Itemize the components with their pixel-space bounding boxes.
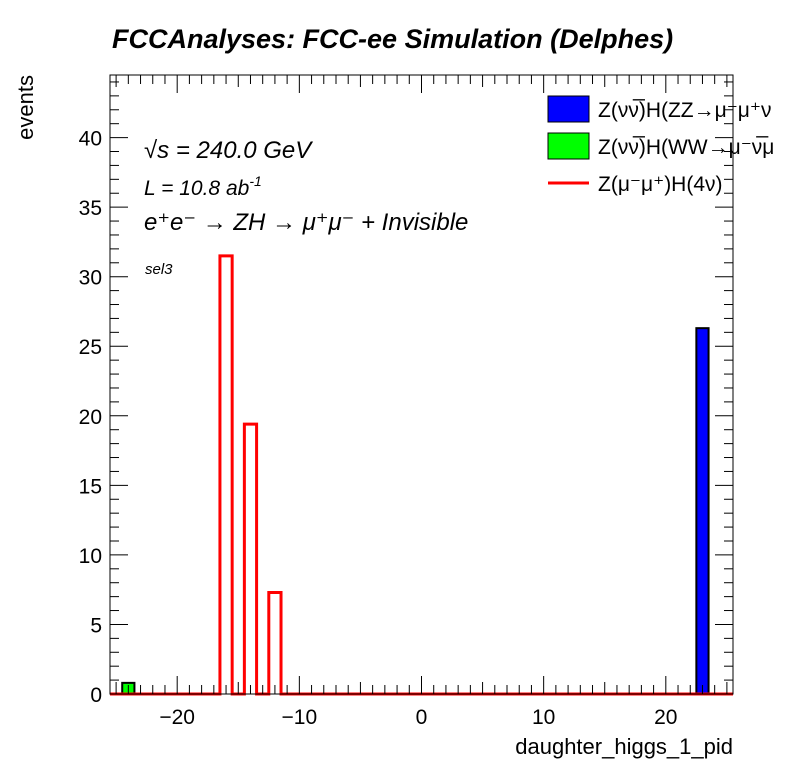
annotation-selection: sel3 (145, 261, 173, 278)
histogram-line-series-2 (110, 254, 733, 696)
y-tick-label: 25 (79, 336, 102, 359)
y-tick-label: 0 (90, 684, 102, 707)
y-tick-label: 10 (79, 545, 102, 568)
legend-label-2: Z(μ⁻μ⁺)H(4ν) (598, 173, 723, 196)
annotation-luminosity-exponent: -1 (249, 173, 261, 189)
legend-label-1: Z(νν̅)H(WW→μ⁻ν̅μ (598, 136, 774, 159)
x-tick-label: 0 (416, 706, 428, 729)
annotation-process: e⁺e⁻ → ZH → μ⁺μ⁻ + Invisible (144, 209, 468, 236)
x-tick-label: 20 (654, 706, 677, 729)
y-tick-label: 20 (79, 406, 102, 429)
legend: Z(νν̅)H(ZZ→μ⁻μ⁺ν Z(νν̅)H(WW→μ⁻ν̅μ Z(μ⁻μ⁺)H… (547, 95, 774, 196)
y-tick-label: 5 (90, 614, 102, 637)
legend-swatch-1 (547, 132, 590, 160)
y-tick-label: 35 (79, 197, 102, 220)
annotation-luminosity-value: L = 10.8 ab (144, 177, 250, 200)
annotation-luminosity: L = 10.8 ab-1 (144, 173, 262, 200)
x-axis-label: daughter_higgs_1_pid (515, 734, 733, 759)
axes: −20 −10 0 10 20 0 5 10 15 20 25 30 35 40 (79, 74, 734, 729)
x-tick-label: −10 (282, 706, 318, 729)
annotation-sqrt-s: √s = 240.0 GeV (144, 137, 313, 164)
y-tick-label: 30 (79, 267, 102, 290)
y-axis-label: events (13, 75, 38, 140)
bar-series-0-bin-0 (695, 327, 710, 695)
y-tick-label: 15 (79, 475, 102, 498)
chart-title: FCCAnalyses: FCC-ee Simulation (Delphes) (112, 24, 673, 54)
plot-frame (109, 74, 734, 695)
x-tick-label: −20 (159, 706, 195, 729)
y-tick-label: 40 (79, 128, 102, 151)
histogram-bars (110, 254, 733, 696)
legend-label-0: Z(νν̅)H(ZZ→μ⁻μ⁺ν (598, 99, 772, 122)
x-tick-label: 10 (532, 706, 555, 729)
legend-swatch-0 (547, 95, 590, 123)
